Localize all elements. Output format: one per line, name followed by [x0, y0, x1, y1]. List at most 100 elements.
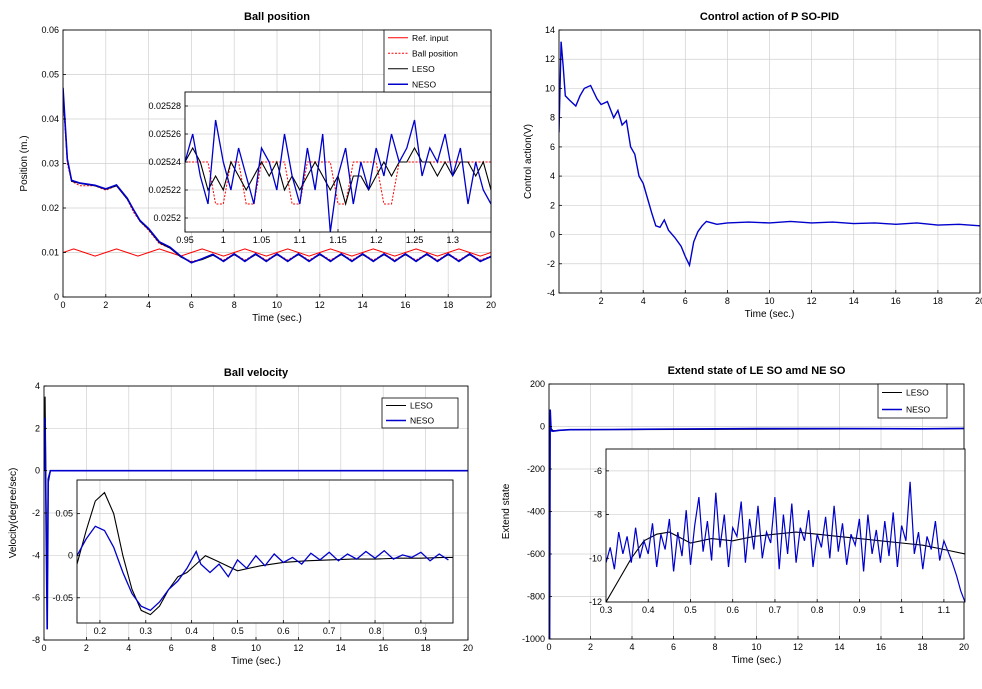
p3-inset-xtick-label: 0.3 [140, 626, 153, 636]
p1-xtick-label: 14 [358, 300, 368, 310]
p4-xtick-label: 0 [546, 642, 551, 652]
chart-p3: 0 2 4 6 8 10 12 14 16 18 20 -8 -6 -4 -2 0 2 4 Ball velocit… [8, 367, 473, 667]
p3-xtick-label: 20 [463, 643, 473, 653]
p4-inset-xtick-label: 0.9 [853, 605, 866, 615]
p1-inset: 0.95 1 1.05 1.1 1.15 1.2 1.25 1.3 0.0252 0.02522 0… [148, 91, 492, 245]
p4-inset-ytick-label: -10 [589, 553, 602, 563]
p3-legend-label: NESO [410, 416, 434, 426]
p4-inset-xtick-label: 0.5 [684, 605, 697, 615]
p4-ytick-label: -200 [527, 464, 545, 474]
chart-p2: 2 4 6 8 10 12 14 16 18 20 -4 -2 0 2 4 6 8 10 12 14 Control a… [523, 11, 982, 320]
p3-xtick-label: 10 [251, 643, 261, 653]
p4-inset-series-line-neso [606, 481, 965, 602]
p1-inset-xtick-label: 1.3 [446, 235, 459, 245]
p1-legend-label: Ball position [412, 48, 458, 58]
p3-xtick-label: 14 [336, 643, 346, 653]
p3-inset: 0.2 0.3 0.4 0.5 0.6 0.7 0.8 0.9 -0.05 0 0.05 [52, 479, 454, 636]
p4-inset-xtick-label: 0.3 [600, 605, 613, 615]
p3-xtick-label: 6 [169, 643, 174, 653]
p2-xtick-label: 6 [683, 296, 688, 306]
p2-series-line-0 [559, 41, 980, 268]
p4-xtick-label: 20 [959, 642, 969, 652]
p1-legend-box [383, 29, 492, 93]
p1-xtick-label: 2 [103, 300, 108, 310]
p1-inset-ytick-label: 0.02522 [148, 185, 181, 195]
p4-xtick-label: 18 [917, 642, 927, 652]
p1-inset-xtick-label: 1.05 [253, 235, 271, 245]
p3-ytick-label: 4 [35, 381, 40, 391]
p3-ylabel: Velocity(degree/sec) [8, 468, 19, 559]
p2-xtick-label: 10 [764, 296, 774, 306]
p3-inset-xtick-label: 0.2 [94, 626, 107, 636]
p3-xtick-label: 8 [211, 643, 216, 653]
p3-ytick-label: -6 [32, 593, 40, 603]
p3-xtick-label: 18 [421, 643, 431, 653]
p3-series-line-neso [44, 417, 468, 630]
p2-xlabel: Time (sec.) [745, 309, 795, 320]
p1-xtick-label: 20 [486, 300, 496, 310]
p4-legend-label: LESO [906, 388, 929, 398]
p1-xtick-label: 8 [232, 300, 237, 310]
p3-inset-ytick-label: -0.05 [52, 593, 73, 603]
p4-title: Extend state of LE SO amd NE SO [668, 365, 846, 377]
p1-ytick-label: 0.01 [41, 248, 59, 258]
p1-xtick-label: 12 [315, 300, 325, 310]
p1-ytick-label: 0.04 [41, 114, 59, 124]
p2-ytick-label: 6 [550, 142, 555, 152]
p3-ytick-label: -4 [32, 550, 40, 560]
p4-ytick-label: -800 [527, 592, 545, 602]
p3-xtick-label: 4 [126, 643, 131, 653]
p1-xtick-label: 4 [146, 300, 151, 310]
p1-xlabel: Time (sec.) [252, 313, 302, 324]
p1-series-line-ball-position [63, 96, 491, 262]
p3-xlabel: Time (sec.) [231, 656, 281, 667]
p4-inset-xtick-label: 1.1 [938, 605, 951, 615]
p4-ytick-label: -600 [527, 549, 545, 559]
p1-legend-label: Ref. input [412, 33, 449, 43]
p1-inset-ytick-label: 0.02528 [148, 101, 181, 111]
p2-title: Control action of P SO-PID [700, 11, 839, 23]
p2-ytick-label: -4 [547, 288, 555, 298]
p1-ytick-label: 0.05 [41, 70, 59, 80]
p1-legend-label: NESO [412, 79, 436, 89]
p1-ytick-label: 0.02 [41, 203, 59, 213]
p4-xtick-label: 4 [629, 642, 634, 652]
p3-inset-xtick-label: 0.9 [415, 626, 428, 636]
p3-legend-box [381, 397, 459, 429]
p2-xtick-label: 14 [849, 296, 859, 306]
p3-ytick-label: -2 [32, 508, 40, 518]
p1-ytick-label: 0 [54, 292, 59, 302]
p4-inset-background [606, 449, 965, 602]
p4-ytick-label: 200 [530, 379, 545, 389]
p3-inset-series-line-leso [77, 491, 453, 616]
p1-inset-ytick-label: 0.02524 [148, 157, 181, 167]
p1-title: Ball position [244, 11, 310, 23]
p3-title: Ball velocity [224, 367, 289, 379]
p1-inset-xtick-label: 1.1 [293, 235, 306, 245]
p4-inset: 0.3 0.4 0.5 0.6 0.7 0.8 0.9 1 1.1 -12 -10 -8 -6 [589, 448, 966, 615]
p1-series-line-ref-input [63, 248, 491, 257]
p3-ytick-label: -8 [32, 635, 40, 645]
p1-xtick-label: 18 [443, 300, 453, 310]
p2-ytick-label: 12 [545, 54, 555, 64]
p1-xtick-label: 16 [400, 300, 410, 310]
p2-xtick-label: 16 [891, 296, 901, 306]
p4-inset-xtick-label: 1 [899, 605, 904, 615]
p3-inset-ytick-label: 0 [68, 551, 73, 561]
p3-inset-xtick-label: 0.6 [277, 626, 290, 636]
p4-xtick-label: 6 [671, 642, 676, 652]
p2-ytick-label: 14 [545, 25, 555, 35]
p3-inset-ytick-label: 0.05 [55, 509, 73, 519]
p4-inset-xtick-label: 0.4 [642, 605, 655, 615]
p1-ytick-label: 0.06 [41, 25, 59, 35]
p3-inset-xtick-label: 0.5 [231, 626, 244, 636]
p2-ytick-label: 10 [545, 83, 555, 93]
p4-xtick-label: 14 [834, 642, 844, 652]
p2-ylabel: Control action(V) [523, 124, 534, 199]
p4-inset-ytick-label: -6 [594, 466, 602, 476]
p3-xtick-label: 0 [41, 643, 46, 653]
p2-ytick-label: 8 [550, 113, 555, 123]
p1-inset-xtick-label: 0.95 [176, 235, 194, 245]
